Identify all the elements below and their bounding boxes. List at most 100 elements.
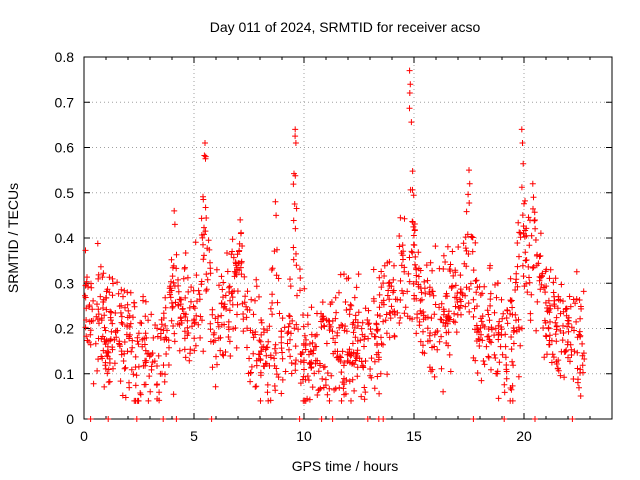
data-point (296, 416, 303, 422)
data-point (234, 311, 240, 318)
data-point (207, 320, 214, 327)
data-point (221, 321, 228, 328)
data-point (107, 308, 114, 315)
data-point (292, 343, 299, 350)
data-point (560, 330, 567, 336)
data-point (519, 212, 526, 219)
data-point (488, 339, 495, 346)
data-point (171, 207, 178, 214)
data-point (297, 275, 304, 281)
data-point (510, 340, 517, 347)
data-point (272, 341, 279, 348)
data-point (279, 315, 286, 322)
x-tick-label: 0 (80, 428, 88, 444)
data-point (576, 297, 583, 303)
data-point (548, 359, 555, 366)
data-point (557, 372, 564, 379)
data-point (198, 278, 205, 285)
data-point (142, 347, 149, 354)
data-point (466, 167, 472, 174)
data-point (546, 275, 553, 282)
data-point (467, 280, 474, 287)
data-point (147, 388, 154, 395)
data-point (212, 383, 219, 390)
data-point (418, 296, 425, 303)
data-point (571, 348, 578, 355)
data-point (380, 318, 387, 325)
data-point (520, 223, 527, 230)
data-point (130, 314, 136, 321)
data-point (574, 349, 581, 356)
data-point (256, 293, 262, 300)
data-point (205, 237, 212, 244)
data-point (234, 251, 241, 258)
data-point (399, 287, 405, 294)
data-point (319, 299, 326, 306)
data-point (520, 273, 527, 280)
data-point (349, 340, 356, 347)
data-point (498, 296, 505, 303)
data-point (237, 230, 244, 237)
data-point (215, 323, 222, 330)
data-point (253, 276, 260, 283)
data-point (248, 363, 255, 370)
data-point (368, 330, 375, 337)
data-point (141, 381, 148, 388)
data-point (191, 335, 198, 342)
data-point (150, 334, 157, 341)
data-point (191, 305, 198, 312)
data-point (220, 304, 227, 311)
data-point (264, 381, 271, 388)
data-point (420, 309, 427, 315)
data-point (203, 271, 210, 278)
data-point (521, 283, 528, 290)
data-point (258, 348, 265, 355)
data-point (243, 314, 250, 321)
data-point (367, 372, 374, 379)
data-point (301, 366, 307, 373)
data-point (200, 196, 207, 203)
data-point (97, 293, 104, 300)
data-point (453, 329, 460, 336)
data-point (542, 319, 549, 326)
data-point (171, 330, 178, 337)
data-point (431, 373, 438, 380)
data-point (571, 327, 577, 334)
data-point (390, 276, 397, 283)
data-point (465, 191, 472, 198)
data-point (169, 303, 176, 310)
data-point (118, 348, 125, 355)
data-point (161, 378, 168, 385)
data-point (399, 242, 406, 249)
data-point (185, 288, 192, 295)
data-point (352, 334, 359, 341)
data-point (162, 304, 169, 311)
data-point (574, 379, 581, 386)
data-point (354, 364, 361, 371)
data-point (286, 312, 292, 319)
data-point (218, 312, 225, 319)
data-point (377, 370, 384, 377)
data-point (486, 338, 493, 345)
data-point (476, 343, 483, 349)
data-point (566, 293, 573, 300)
data-point (191, 320, 198, 327)
data-point (410, 280, 417, 287)
data-point (502, 354, 509, 361)
data-point (378, 340, 385, 347)
y-tick-label: 0.4 (55, 230, 75, 246)
data-point (466, 308, 473, 315)
data-point (284, 340, 291, 347)
data-point (546, 332, 553, 339)
data-point (318, 416, 325, 422)
data-point (154, 333, 161, 340)
data-point (473, 277, 480, 284)
data-point (377, 313, 383, 319)
data-point (244, 306, 251, 313)
data-point (543, 266, 550, 273)
data-point (132, 382, 139, 389)
data-point (438, 300, 445, 307)
data-point (361, 396, 368, 403)
data-point (186, 357, 193, 364)
